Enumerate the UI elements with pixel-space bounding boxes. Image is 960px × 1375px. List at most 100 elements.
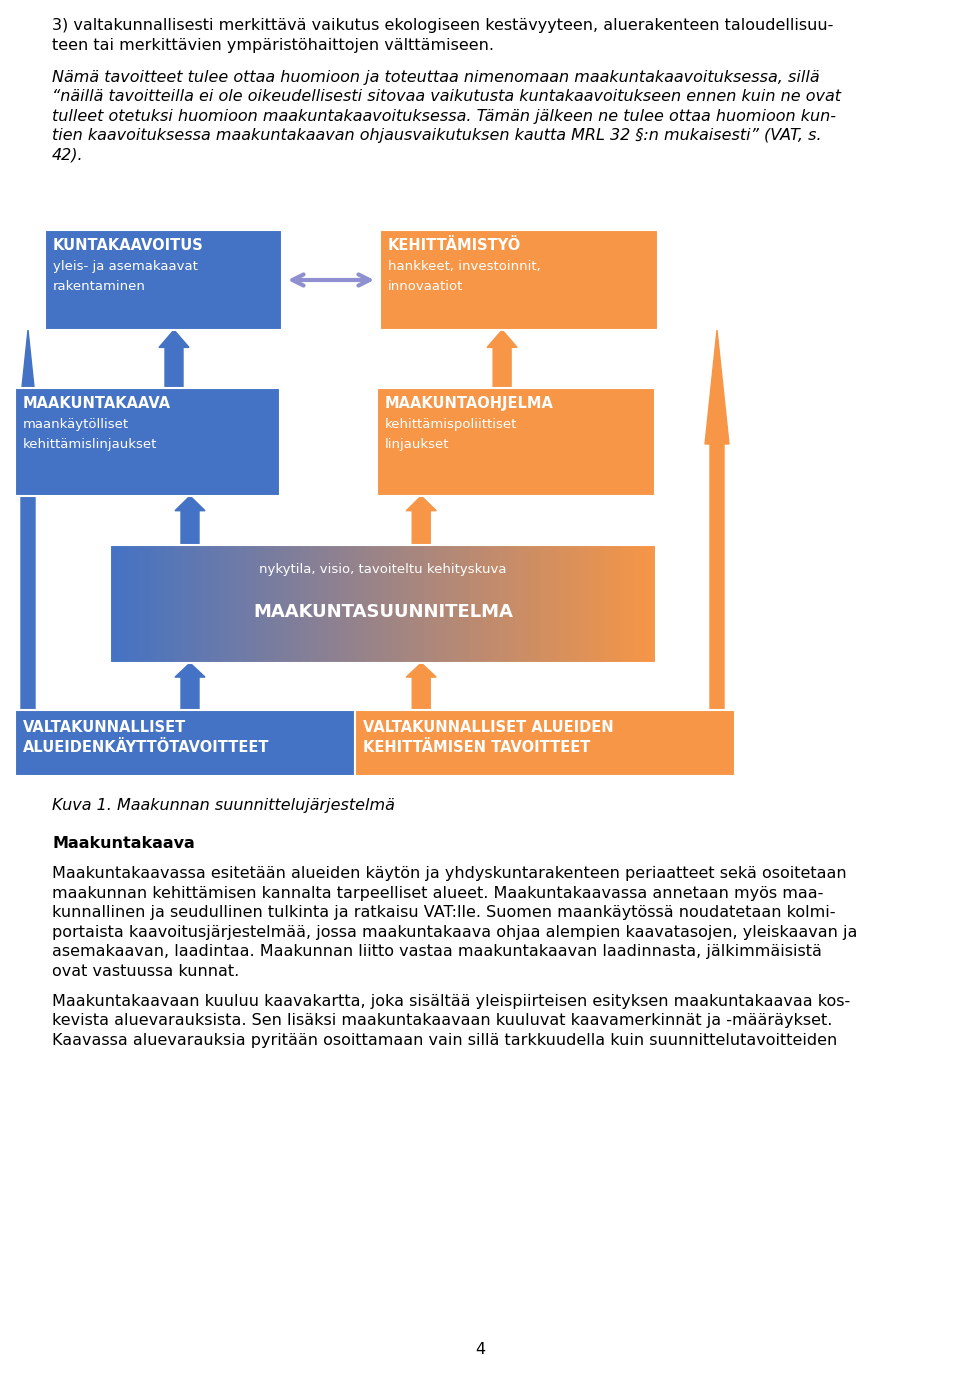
Bar (247, 544, 252, 663)
Text: 42).: 42). (52, 147, 84, 162)
Bar (424, 544, 429, 663)
Bar (652, 544, 657, 663)
Bar (356, 544, 361, 663)
Bar (637, 544, 643, 663)
Text: ALUEIDENKÄYTTÖTAVOITTEET: ALUEIDENKÄYTTÖTAVOITTEET (23, 740, 270, 755)
Bar (169, 544, 175, 663)
Bar (347, 544, 352, 663)
Text: teen tai merkittävien ympäristöhaittojen välttämiseen.: teen tai merkittävien ympäristöhaittojen… (52, 37, 494, 52)
Bar (478, 544, 484, 663)
Bar (496, 544, 502, 663)
Bar (210, 544, 216, 663)
Text: yleis- ja asemakaavat: yleis- ja asemakaavat (53, 260, 198, 274)
Bar (355, 710, 735, 775)
Bar (315, 544, 321, 663)
Bar (370, 544, 375, 663)
Bar (378, 544, 384, 663)
Bar (156, 544, 161, 663)
Bar (647, 544, 653, 663)
Bar (252, 544, 256, 663)
Bar (365, 544, 371, 663)
Bar (529, 544, 534, 663)
Text: KEHITTÄMISEN TAVOITTEET: KEHITTÄMISEN TAVOITTEET (363, 740, 590, 755)
Bar (556, 544, 562, 663)
Bar (446, 544, 452, 663)
Bar (615, 544, 620, 663)
Bar (438, 544, 444, 663)
Bar (377, 388, 655, 496)
Bar (380, 230, 658, 330)
Text: tien kaavoituksessa maakuntakaavan ohjausvaikutuksen kautta MRL 32 §:n mukaisest: tien kaavoituksessa maakuntakaavan ohjau… (52, 128, 822, 143)
Text: innovaatiot: innovaatiot (388, 280, 464, 293)
Text: Nämä tavoitteet tulee ottaa huomioon ja toteuttaa nimenomaan maakuntakaavoitukse: Nämä tavoitteet tulee ottaa huomioon ja … (52, 70, 820, 85)
FancyArrow shape (175, 663, 205, 710)
Text: nykytila, visio, tavoiteltu kehityskuva: nykytila, visio, tavoiteltu kehityskuva (259, 562, 507, 576)
FancyArrow shape (159, 330, 189, 388)
Bar (174, 544, 180, 663)
Bar (461, 544, 466, 663)
Bar (428, 544, 434, 663)
Bar (15, 710, 355, 775)
Bar (406, 544, 411, 663)
Text: tulleet otetuksi huomioon maakuntakaavoituksessa. Tämän jälkeen ne tulee ottaa h: tulleet otetuksi huomioon maakuntakaavoi… (52, 109, 836, 124)
Bar (324, 544, 329, 663)
Text: kevista aluevarauksista. Sen lisäksi maakuntakaavaan kuuluvat kaavamerkinnät ja : kevista aluevarauksista. Sen lisäksi maa… (52, 1013, 832, 1028)
Bar (233, 544, 238, 663)
Bar (274, 544, 279, 663)
Bar (561, 544, 566, 663)
Text: linjaukset: linjaukset (385, 439, 449, 451)
Bar (269, 544, 275, 663)
Bar (629, 544, 635, 663)
Bar (119, 544, 125, 663)
FancyArrow shape (406, 663, 436, 710)
Bar (360, 544, 366, 663)
Bar (228, 544, 234, 663)
Text: Maakuntakaavassa esitetään alueiden käytön ja yhdyskuntarakenteen periaatteet se: Maakuntakaavassa esitetään alueiden käyt… (52, 866, 847, 881)
Text: kehittämispoliittiset: kehittämispoliittiset (385, 418, 517, 430)
Bar (592, 544, 598, 663)
Bar (542, 544, 548, 663)
Text: asemakaavan, laadintaa. Maakunnan liitto vastaa maakuntakaavan laadinnasta, jälk: asemakaavan, laadintaa. Maakunnan liitto… (52, 945, 822, 960)
Bar (328, 544, 334, 663)
Bar (301, 544, 306, 663)
Bar (415, 544, 420, 663)
Bar (551, 544, 557, 663)
FancyArrow shape (175, 496, 205, 544)
Text: Maakuntakaava: Maakuntakaava (52, 836, 195, 851)
Bar (110, 544, 656, 663)
Bar (124, 544, 130, 663)
Bar (242, 544, 248, 663)
Bar (137, 544, 143, 663)
Bar (611, 544, 616, 663)
Text: VALTAKUNNALLISET ALUEIDEN: VALTAKUNNALLISET ALUEIDEN (363, 720, 613, 736)
Bar (465, 544, 470, 663)
Bar (197, 544, 202, 663)
Bar (443, 544, 447, 663)
Bar (451, 544, 457, 663)
Text: 3) valtakunnallisesti merkittävä vaikutus ekologiseen kestävyyteen, aluerakentee: 3) valtakunnallisesti merkittävä vaikutu… (52, 18, 833, 33)
Text: KEHITTÄMISTYÖ: KEHITTÄMISTYÖ (388, 238, 521, 253)
Bar (132, 544, 138, 663)
Bar (506, 544, 512, 663)
Bar (401, 544, 407, 663)
Bar (320, 544, 324, 663)
FancyArrow shape (705, 330, 729, 710)
Bar (146, 544, 152, 663)
Text: Maakuntakaavaan kuuluu kaavakartta, joka sisältää yleispiirteisen esityksen maak: Maakuntakaavaan kuuluu kaavakartta, joka… (52, 994, 851, 1009)
Bar (474, 544, 480, 663)
Bar (192, 544, 198, 663)
Bar (338, 544, 343, 663)
Bar (515, 544, 520, 663)
Bar (305, 544, 311, 663)
Bar (219, 544, 225, 663)
Bar (574, 544, 580, 663)
Bar (538, 544, 543, 663)
Bar (392, 544, 397, 663)
Bar (164, 544, 170, 663)
FancyArrow shape (487, 330, 517, 388)
Text: maakunnan kehittämisen kannalta tarpeelliset alueet. Maakuntakaavassa annetaan m: maakunnan kehittämisen kannalta tarpeell… (52, 886, 824, 901)
Bar (634, 544, 638, 663)
Bar (524, 544, 530, 663)
Text: maankäytölliset: maankäytölliset (23, 418, 130, 430)
Bar (292, 544, 298, 663)
